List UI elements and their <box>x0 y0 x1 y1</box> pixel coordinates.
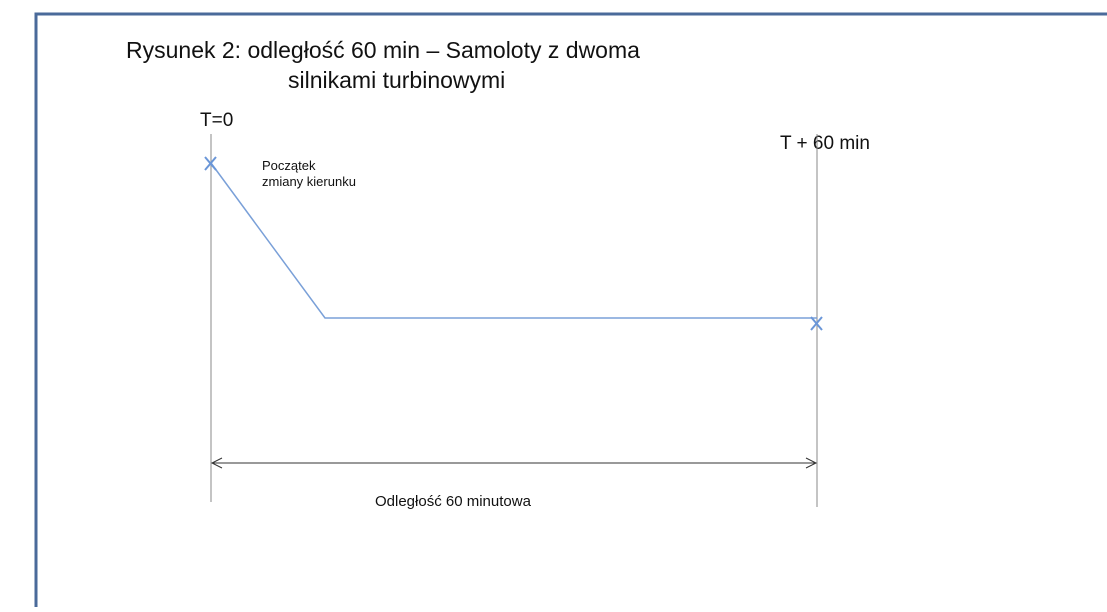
distance-arrow <box>210 457 818 469</box>
end-label: T + 60 min <box>780 133 870 154</box>
start-label: T=0 <box>200 110 233 131</box>
title: Rysunek 2: odległość 60 min – Samoloty z… <box>126 37 640 63</box>
flight-path <box>210 162 817 319</box>
start-marker <box>204 156 217 171</box>
distance-label: Odległość 60 minutowa <box>375 493 532 510</box>
end-marker <box>810 316 823 331</box>
frame <box>34 12 1107 607</box>
title: silnikami turbinowymi <box>288 67 505 93</box>
annotation: Początek <box>262 158 316 173</box>
annotation: zmiany kierunku <box>262 174 356 189</box>
